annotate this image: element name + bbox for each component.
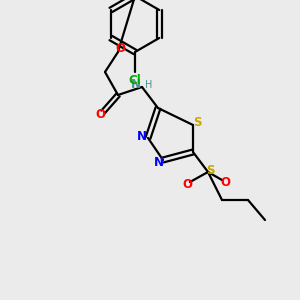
Text: N: N	[131, 79, 141, 92]
Text: S: S	[193, 116, 201, 128]
Text: N: N	[137, 130, 147, 142]
Text: O: O	[115, 43, 125, 56]
Text: H: H	[145, 80, 153, 90]
Text: O: O	[95, 107, 105, 121]
Text: Cl: Cl	[129, 74, 141, 86]
Text: S: S	[206, 164, 214, 178]
Text: O: O	[220, 176, 230, 190]
Text: O: O	[182, 178, 192, 191]
Text: N: N	[154, 155, 164, 169]
